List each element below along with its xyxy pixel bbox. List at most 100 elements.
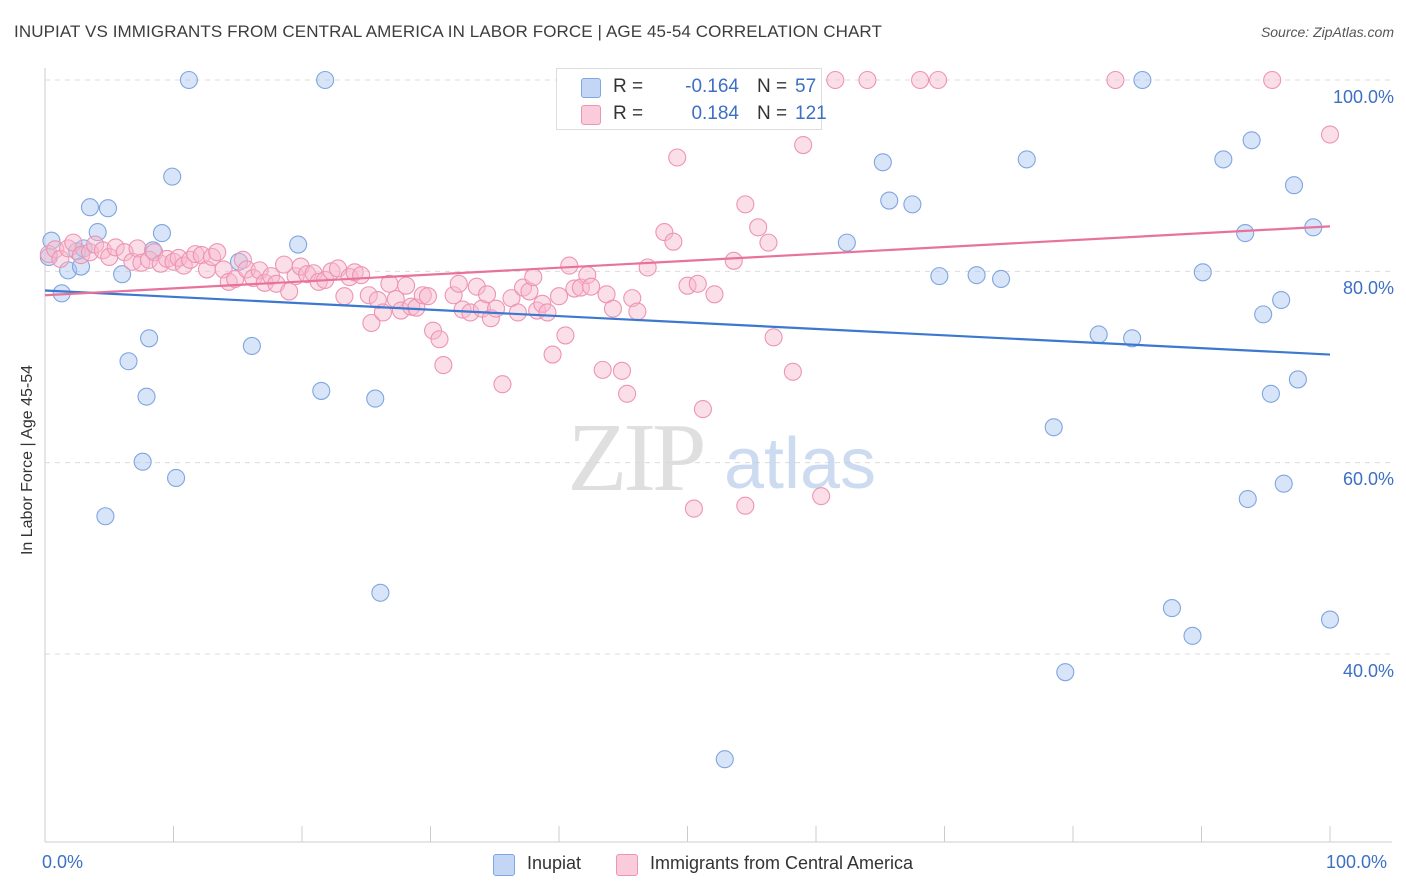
central-america-point (208, 243, 227, 262)
central-america-point (362, 313, 381, 333)
watermark: ZIP atlas (568, 404, 877, 512)
central-america-point (724, 251, 743, 270)
inupiat-point (1274, 474, 1293, 493)
y-tick-label: 40.0% (1342, 661, 1394, 681)
inupiat-point (1214, 150, 1233, 169)
central-america-point (705, 285, 724, 304)
inupiat-point (1017, 150, 1036, 169)
inupiat-point (113, 265, 132, 284)
x-tick-label: 100.0% (1326, 852, 1388, 872)
watermark-atlas: atlas (724, 424, 876, 504)
inupiat-point (873, 153, 892, 172)
central-america-point (556, 326, 575, 345)
inupiat-point (119, 352, 138, 371)
central-america-point (280, 282, 299, 301)
central-america-point (655, 223, 674, 242)
central-america-point (391, 301, 410, 320)
central-america-point (628, 302, 647, 321)
central-america-point (623, 289, 642, 308)
central-america-point (664, 232, 683, 251)
central-america-point (286, 267, 305, 286)
central-america-point (128, 239, 147, 258)
y-tick-label: 60.0% (1342, 469, 1394, 489)
r-label: R = (613, 103, 644, 124)
inupiat-point (163, 167, 182, 186)
inupiat-point (1236, 224, 1255, 243)
central-america-point (538, 303, 557, 322)
central-america-point (106, 238, 125, 257)
inupiat-point (98, 199, 118, 218)
inupiat-point (1284, 176, 1304, 195)
central-america-point (352, 266, 371, 285)
central-america-point (736, 496, 755, 515)
central-america-point (603, 299, 623, 318)
central-america-point (759, 233, 778, 252)
central-america-point (359, 286, 378, 305)
central-america-point (508, 303, 527, 322)
central-america-point (520, 282, 539, 301)
inupiat-point (880, 191, 899, 210)
central-america-point (244, 268, 263, 288)
inupiat-point (316, 70, 335, 90)
inupiat-point (1133, 70, 1152, 90)
central-america-point (929, 70, 948, 90)
central-america-point (794, 136, 813, 155)
central-america-point (582, 277, 601, 296)
n-value: 121 (795, 103, 827, 124)
legend-swatch-blue (493, 854, 515, 876)
inupiat-point (179, 70, 198, 90)
inupiat-point (140, 329, 159, 348)
central-america-point (560, 256, 579, 275)
central-america-point (593, 360, 612, 379)
inupiat-point (242, 336, 261, 356)
inupiat-point (1183, 626, 1202, 645)
central-america-point (449, 274, 468, 293)
central-america-point (688, 274, 707, 293)
central-america-point (181, 250, 200, 269)
inupiat-point (152, 224, 171, 243)
central-america-point (618, 384, 637, 403)
legend-swatch-blue (581, 78, 601, 98)
legend-swatch-pink (581, 105, 601, 125)
central-america-point (749, 218, 768, 237)
legend-label: Immigrants from Central America (650, 853, 914, 873)
central-america-point (1106, 70, 1125, 90)
central-america-point (812, 487, 831, 506)
source-label: Source: ZipAtlas.com (1260, 24, 1394, 40)
central-america-point (335, 287, 354, 306)
central-america-point (693, 400, 712, 419)
n-label: N = (757, 103, 788, 124)
inupiat-point (1272, 290, 1291, 310)
inupiat-point (903, 195, 922, 214)
inupiat-point (1123, 329, 1142, 348)
inupiat-point (967, 266, 986, 285)
chart-title: INUPIAT VS IMMIGRANTS FROM CENTRAL AMERI… (14, 22, 882, 41)
central-america-point (612, 361, 632, 380)
inupiat-point (1242, 131, 1261, 150)
central-america-point (549, 287, 569, 306)
inupiat-point (930, 267, 949, 286)
central-america-point (543, 345, 562, 364)
central-america-point (783, 362, 802, 381)
central-america-point (477, 285, 497, 304)
legend-label: Inupiat (527, 853, 582, 873)
inupiat-point (42, 231, 61, 250)
central-america-point (203, 247, 222, 267)
central-america-point (233, 250, 252, 269)
inupiat-point (366, 389, 385, 408)
inupiat-point (133, 452, 152, 471)
central-america-point (340, 268, 359, 287)
inupiat-point (371, 583, 390, 602)
inupiat-point (1238, 489, 1257, 509)
central-america-point (434, 356, 453, 375)
stats-legend: R = -0.164 N = 57 R = 0.184 N = 121 (556, 68, 827, 130)
trend-lines (44, 225, 1331, 356)
inupiat-point (1089, 325, 1108, 344)
inupiat-point (837, 233, 856, 252)
r-value: -0.164 (685, 76, 739, 97)
y-tick-label: 80.0% (1342, 278, 1394, 298)
inupiat-point (312, 381, 331, 400)
x-tick-label: 0.0% (42, 852, 84, 872)
inupiat-point (1320, 610, 1340, 629)
